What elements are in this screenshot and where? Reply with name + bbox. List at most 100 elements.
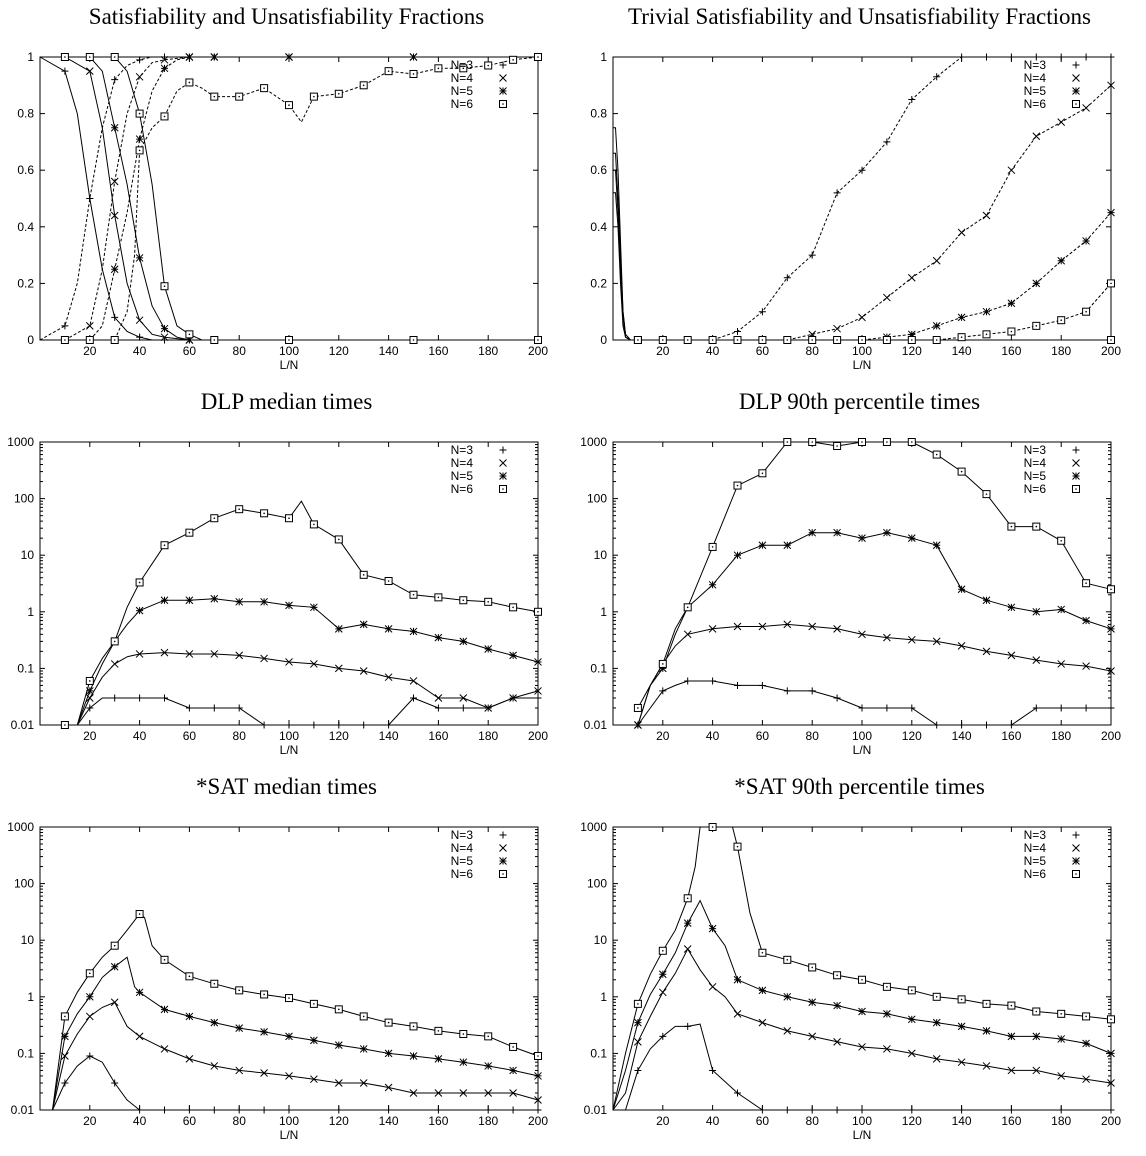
data-point [285,1072,293,1080]
y-tick-label: 10 [594,548,608,562]
data-point [858,704,866,712]
data-point [659,687,667,695]
data-point [61,67,69,75]
data-point [85,992,94,1001]
legend-marker [499,459,507,467]
data-point [385,1106,393,1114]
data-point [1107,624,1115,633]
series-line [52,913,539,1111]
data-point [135,988,144,997]
x-tick-label: 180 [478,729,498,743]
x-tick-label: 80 [806,1114,820,1128]
data-point [734,681,741,689]
legend-marker [1072,74,1080,82]
data-point [1057,1035,1066,1043]
y-tick-label: 100 [14,877,34,891]
x-tick-label: 120 [329,729,349,743]
data-point [1007,721,1015,729]
data-point [907,330,916,339]
x-tick-label: 120 [902,729,922,743]
data-point [958,721,966,729]
data-point [310,1075,318,1084]
data-point [384,1083,393,1092]
data-point [957,585,966,594]
legend-label: N=3 [1024,58,1047,72]
data-point [534,658,542,666]
data-point [285,1032,293,1041]
legend-label: N=5 [451,469,474,483]
series-N=4-dashed [613,81,1115,344]
x-tick-label: 20 [656,344,670,358]
x-tick-label: 100 [852,729,872,743]
data-point [359,1045,368,1053]
y-tick-label: 1 [27,605,34,619]
chart-sat-unsat-fractions: Satisfiability and Unsatisfiability Frac… [0,0,573,385]
legend: N=3N=4N=5N=6 [451,828,507,881]
x-tick-label: 180 [1051,729,1071,743]
data-point [235,704,243,712]
x-tick-label: 20 [83,344,97,358]
data-point [334,624,343,633]
x-tick-label: 140 [379,1114,399,1128]
data-point [135,606,144,615]
data-point [459,637,468,646]
y-tick-label: 1 [600,605,607,619]
chart-dlp-90th: DLP 90th percentile times 20 40 60 80 100 120… [573,385,1146,770]
series-N=6 [40,53,542,344]
data-point [111,76,119,84]
data-point [110,123,119,132]
x-tick-label: 80 [233,344,247,358]
data-point [136,694,144,702]
data-point [858,1007,866,1016]
data-point [883,138,891,146]
legend-label: N=6 [1024,482,1047,496]
data-point [384,624,393,633]
data-point [310,660,318,668]
data-point [1057,605,1066,614]
data-point [1082,662,1090,670]
x-tick-label: 100 [279,344,299,358]
data-point [1057,118,1066,126]
data-point [434,633,443,642]
data-point [983,721,990,729]
data-point [983,53,990,61]
series-N=5 [52,956,542,1111]
data-point [310,1036,318,1045]
x-tick-label: 40 [133,729,147,743]
data-point [957,1022,966,1031]
data-point [783,1106,791,1114]
series-N=3 [61,694,542,729]
data-point [808,998,817,1007]
x-tick-label: 160 [1001,344,1021,358]
y-tick-label: 0.01 [584,718,608,732]
data-point [982,1062,991,1070]
x-tick-label: 100 [279,729,299,743]
legend-marker [499,446,507,454]
data-point [907,273,916,282]
data-point [359,1079,368,1087]
series-N=3 [52,1052,542,1114]
y-tick-label: 1000 [7,435,34,449]
legend-label: N=5 [451,84,474,98]
data-point [933,721,941,729]
data-point [833,1037,841,1046]
x-tick-label: 80 [233,1114,247,1128]
x-tick-label: 180 [1051,1114,1071,1128]
data-point [883,704,891,712]
legend-marker [1072,459,1080,467]
data-point [534,1096,542,1104]
data-point [534,694,542,702]
data-point [409,627,418,636]
data-point [634,721,642,729]
x-tick-label: 40 [706,1114,720,1128]
series-line [40,56,539,341]
data-point [833,694,841,702]
data-point [982,596,991,605]
x-tick-label: 140 [379,729,399,743]
data-point [658,988,667,997]
legend-label: N=4 [451,841,474,855]
legend-marker [1072,472,1080,480]
data-point [958,53,966,61]
data-point [634,1066,642,1074]
data-point [160,1005,169,1014]
